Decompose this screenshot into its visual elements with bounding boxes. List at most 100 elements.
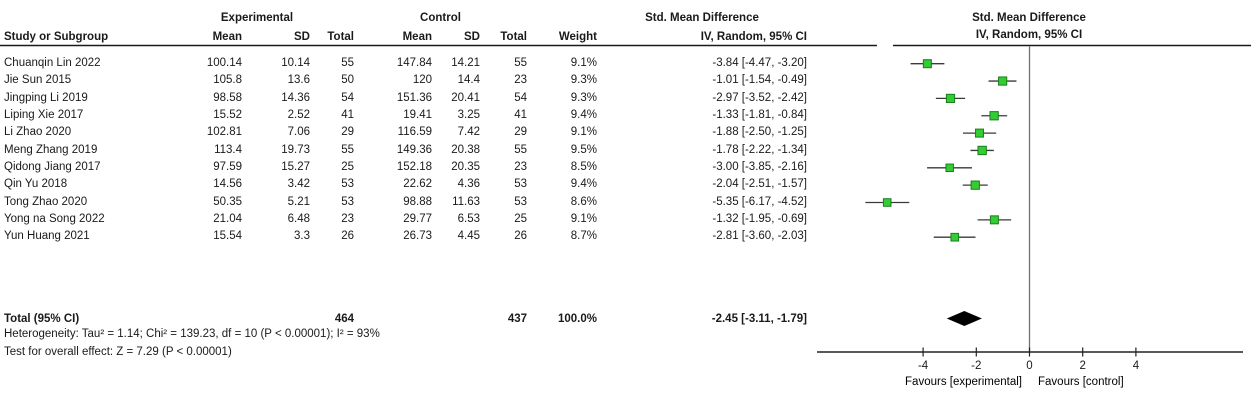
experimental-group-header: Experimental — [220, 12, 294, 24]
exp-sd-cell: 6.48 — [287, 213, 310, 226]
ci-text-cell: -5.35 [-6.17, -4.52] — [712, 195, 807, 208]
weight-cell: 9.5% — [570, 143, 597, 156]
effect-size-marker — [998, 76, 1008, 86]
control-group-header: Control — [420, 12, 461, 24]
ctl-total-cell: 54 — [514, 91, 527, 104]
weight-cell: 9.3% — [570, 91, 597, 104]
weight-column-header: Weight — [558, 31, 597, 43]
effect-size-marker — [950, 232, 960, 242]
ci-text-cell: -1.01 [-1.54, -0.49] — [712, 74, 807, 87]
exp-sd-cell: 7.06 — [287, 126, 310, 139]
axis-tick-label: 4 — [1133, 360, 1140, 372]
ctl-mean-cell: 26.73 — [403, 230, 432, 243]
ctl-total-cell: 29 — [514, 126, 527, 139]
exp-mean-cell: 102.81 — [206, 126, 242, 139]
exp-mean-cell: 50.35 — [213, 195, 242, 208]
ctl-mean-cell: 19.41 — [403, 109, 432, 122]
total-row: Total (95% CI) 464 437 100.0% -2.45 [-3.… — [0, 311, 807, 328]
ctl-total-cell: 23 — [514, 74, 527, 87]
study-name-cell: Chuanqin Lin 2022 — [4, 57, 101, 69]
axis-tick-label: -4 — [918, 360, 929, 372]
weight-cell: 9.1% — [570, 57, 597, 69]
ci-text-cell: -2.04 [-2.51, -1.57] — [712, 178, 807, 191]
exp-mean-cell: 15.52 — [213, 109, 242, 122]
exp-total-cell: 25 — [341, 161, 354, 174]
weight-cell: 8.6% — [570, 195, 597, 208]
exp-total-cell: 29 — [341, 126, 354, 139]
effect-size-marker — [970, 180, 980, 190]
ci-text-cell: -1.33 [-1.81, -0.84] — [712, 109, 807, 122]
exp-mean-cell: 97.59 — [213, 161, 242, 174]
ci-column-header: IV, Random, 95% CI — [700, 31, 807, 43]
total-label: Total (95% CI) — [4, 313, 80, 325]
smd-column-header: Std. Mean Difference — [645, 12, 759, 24]
study-name-cell: Liping Xie 2017 — [4, 109, 84, 122]
exp-mean-cell: 100.14 — [206, 57, 242, 69]
study-name-cell: Qin Yu 2018 — [4, 178, 68, 191]
table-row: Liping Xie 2017 15.52 2.52 41 19.41 3.25 41 9.4… — [0, 107, 807, 124]
pooled-effect-diamond — [946, 311, 982, 326]
table-row: Meng Zhang 2019 113.4 19.73 55 149.36 20.38 55… — [0, 142, 807, 159]
weight-cell: 9.4% — [570, 109, 597, 122]
overall-effect-note: Test for overall effect: Z = 7.29 (P < 0… — [4, 346, 232, 358]
ctl-total-cell: 41 — [514, 109, 527, 122]
exp-total-cell: 55 — [341, 57, 354, 69]
exp-sd-cell: 14.36 — [281, 91, 310, 104]
ctl-sd-cell: 4.45 — [457, 230, 480, 243]
ctl-sd-cell: 14.4 — [457, 74, 480, 87]
table-row: Yun Huang 2021 15.54 3.3 26 26.73 4.45 26 8.7% -… — [0, 228, 807, 245]
study-name-cell: Jie Sun 2015 — [4, 74, 72, 87]
exp-total-column-header: Total — [327, 31, 354, 43]
exp-mean-cell: 113.4 — [214, 143, 242, 156]
ctl-mean-cell: 151.36 — [396, 91, 432, 104]
total-exp-n: 464 — [334, 313, 354, 325]
exp-sd-cell: 2.52 — [287, 109, 310, 122]
effect-size-marker — [977, 145, 987, 156]
ctl-mean-cell: 29.77 — [403, 213, 432, 226]
study-name-cell: Yong na Song 2022 — [4, 213, 105, 226]
effect-size-marker — [974, 128, 984, 138]
study-name-cell: Yun Huang 2021 — [4, 230, 90, 243]
table-row: Chuanqin Lin 2022 100.14 10.14 55 147.84 14.2… — [0, 55, 807, 72]
effect-size-marker — [945, 163, 954, 173]
ctl-mean-cell: 152.18 — [396, 161, 432, 174]
exp-sd-cell: 15.27 — [281, 161, 310, 174]
ci-text-cell: -3.00 [-3.85, -2.16] — [712, 161, 807, 174]
table-row: Jingping Li 2019 98.58 14.36 54 151.36 20.41 5… — [0, 90, 807, 107]
weight-cell: 9.1% — [570, 126, 597, 139]
ctl-sd-cell: 20.38 — [451, 143, 480, 156]
exp-mean-cell: 98.58 — [213, 91, 242, 104]
axis-tick-label: 2 — [1079, 360, 1085, 372]
study-name-cell: Qidong Jiang 2017 — [4, 161, 101, 174]
exp-mean-cell: 105.8 — [213, 74, 242, 87]
exp-total-cell: 23 — [341, 213, 354, 226]
study-name-cell: Tong Zhao 2020 — [4, 195, 88, 208]
weight-cell: 8.5% — [570, 161, 597, 174]
ci-text-cell: -2.97 [-3.52, -2.42] — [712, 91, 807, 104]
ctl-mean-cell: 120 — [412, 74, 432, 87]
ci-text-cell: -2.81 [-3.60, -2.03] — [712, 230, 807, 243]
exp-mean-column-header: Mean — [212, 31, 242, 43]
exp-sd-cell: 3.42 — [287, 178, 310, 191]
exp-total-cell: 50 — [341, 74, 354, 87]
table-row: Li Zhao 2020 102.81 7.06 29 116.59 7.42 29 9.1%… — [0, 124, 807, 141]
effect-size-marker — [989, 111, 999, 121]
favours-experimental-label: Favours [experimental] — [905, 376, 1022, 388]
heterogeneity-note: Heterogeneity: Tau² = 1.14; Chi² = 139.2… — [4, 328, 380, 340]
table-row: Yong na Song 2022 21.04 6.48 23 29.77 6.53 25 9… — [0, 211, 807, 228]
axis-tick-label: -2 — [971, 360, 981, 372]
ctl-total-cell: 53 — [514, 178, 527, 191]
ctl-sd-cell: 20.41 — [451, 91, 480, 104]
exp-mean-cell: 14.56 — [213, 178, 242, 191]
effect-size-marker — [882, 198, 892, 207]
table-row: Qidong Jiang 2017 97.59 15.27 25 152.18 20.35… — [0, 159, 807, 176]
table-row: Qin Yu 2018 14.56 3.42 53 22.62 4.36 53 9.4% -2.… — [0, 176, 807, 193]
ctl-sd-column-header: SD — [464, 31, 480, 43]
exp-sd-cell: 5.21 — [287, 195, 310, 208]
ctl-sd-cell: 14.21 — [451, 57, 480, 69]
ctl-total-cell: 23 — [514, 161, 527, 174]
study-name-cell: Li Zhao 2020 — [4, 126, 72, 139]
ctl-mean-column-header: Mean — [402, 31, 432, 43]
table-row: Tong Zhao 2020 50.35 5.21 53 98.88 11.63 53 8.6… — [0, 194, 807, 211]
